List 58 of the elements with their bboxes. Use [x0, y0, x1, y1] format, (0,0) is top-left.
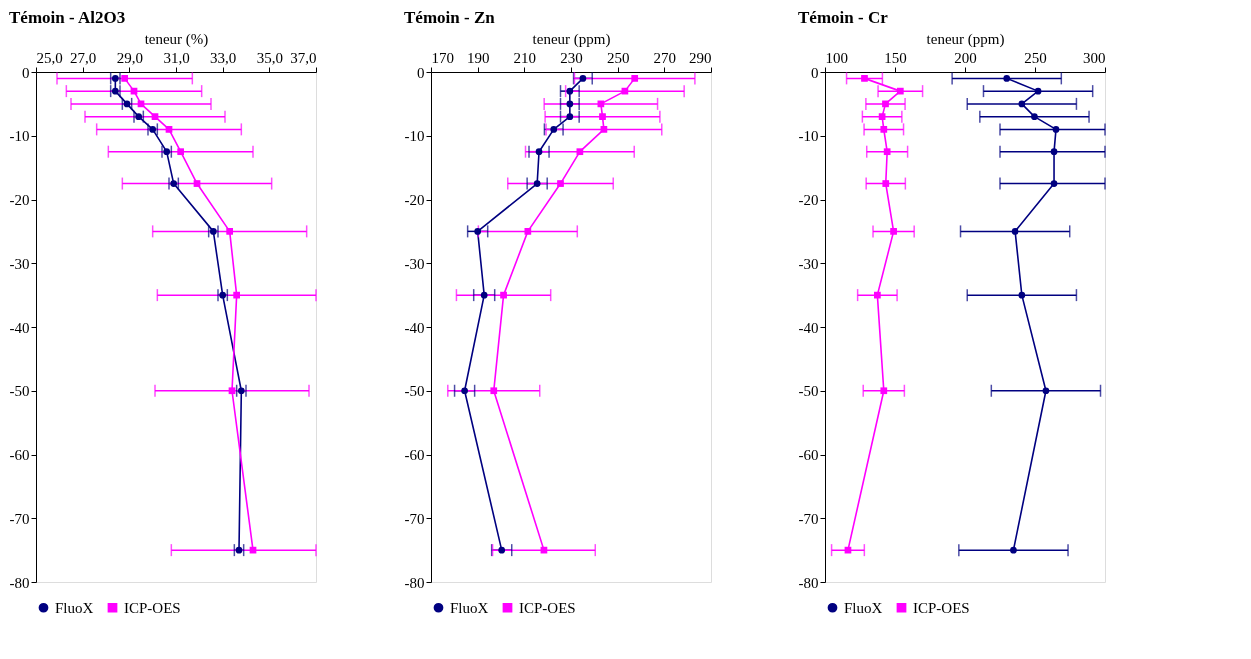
x-tick-label: 190: [466, 49, 490, 66]
x-tick-label: 230: [560, 49, 583, 66]
x-tick-label: 29,0: [116, 49, 143, 66]
x-tick-label: 150: [884, 49, 907, 66]
x-tick-label: 100: [825, 49, 848, 66]
y-tick-label: -10: [798, 128, 819, 145]
legend-label: ICP-OES: [913, 599, 970, 616]
y-tick-label: -10: [9, 128, 30, 145]
y-tick-label: -80: [9, 574, 30, 591]
x-axis-title: teneur (%): [144, 30, 209, 48]
y-tick-label: 0: [22, 64, 30, 81]
y-tick-label: -30: [404, 255, 425, 272]
x-tick-label: 25,0: [36, 49, 63, 66]
y-tick-label: -30: [798, 255, 819, 272]
legend-label: FluoX: [450, 599, 489, 616]
y-tick-label: -40: [404, 319, 425, 336]
y-tick-label: -60: [404, 447, 425, 463]
x-tick-label: 31,0: [163, 49, 190, 66]
x-tick-label: 250: [1024, 49, 1047, 66]
x-tick-label: 33,0: [210, 49, 237, 66]
legend-label: ICP-OES: [519, 599, 576, 616]
legend-label: ICP-OES: [124, 599, 181, 616]
chart-title: Témoin - Cr: [798, 8, 889, 27]
x-tick-label: 35,0: [256, 49, 283, 66]
y-tick-label: -60: [798, 447, 819, 463]
x-tick-label: 210: [513, 49, 537, 66]
y-tick-label: -20: [404, 192, 425, 208]
y-tick-label: -70: [404, 510, 425, 527]
y-tick-label: -20: [798, 192, 819, 208]
x-axis-title: teneur (ppm): [926, 30, 1005, 48]
y-tick-label: -30: [9, 255, 30, 272]
y-tick-label: 0: [417, 64, 425, 81]
x-tick-label: 270: [653, 49, 677, 66]
y-tick-label: -40: [798, 319, 819, 336]
y-tick-label: -80: [404, 574, 425, 591]
y-tick-label: -20: [9, 192, 30, 208]
y-tick-label: 0: [811, 64, 819, 81]
y-tick-label: -70: [9, 510, 30, 527]
x-tick-label: 27,0: [70, 49, 97, 66]
legend-label: FluoX: [844, 599, 883, 616]
y-tick-label: -50: [798, 383, 819, 400]
x-tick-label: 250: [606, 49, 630, 66]
chart-title: Témoin - Zn: [404, 8, 496, 27]
x-tick-label: 300: [1083, 49, 1106, 66]
y-tick-label: -70: [798, 510, 819, 527]
x-tick-label: 290: [689, 49, 712, 66]
x-axis-title: teneur (ppm): [532, 30, 611, 48]
legend-label: FluoX: [55, 599, 94, 616]
y-tick-label: -50: [404, 383, 425, 400]
y-tick-label: -60: [9, 447, 30, 463]
chart-title: Témoin - Al2O3: [9, 8, 126, 27]
y-tick-label: -50: [9, 383, 30, 400]
y-tick-label: -40: [9, 319, 30, 336]
x-tick-label: 200: [954, 49, 977, 66]
x-tick-label: 37,0: [290, 49, 317, 66]
x-tick-label: 170: [431, 49, 454, 66]
y-tick-label: -80: [798, 574, 819, 591]
y-tick-label: -10: [404, 128, 425, 145]
